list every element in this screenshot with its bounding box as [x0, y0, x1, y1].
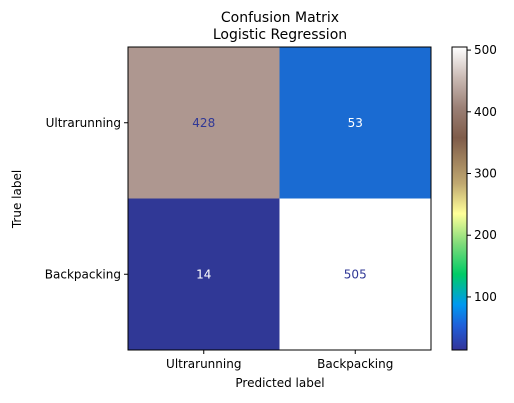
matrix-cell-value: 53: [348, 116, 363, 130]
matrix-cell-value: 14: [196, 267, 211, 281]
matrix-cell: [128, 47, 280, 199]
colorbar-tick-label: 100: [474, 290, 497, 304]
colorbar-tick-label: 300: [474, 167, 497, 181]
matrix-cell: [128, 198, 280, 350]
colorbar-tick-label: 400: [474, 105, 497, 119]
y-tick-label: Ultrarunning: [46, 116, 121, 130]
matrix-cell: [279, 47, 431, 199]
matrix-cell-value: 505: [344, 267, 367, 281]
colorbar-ticks: 100 200 300 400 500: [467, 43, 497, 304]
matrix-frame: [127, 46, 432, 351]
x-tick-label: Backpacking: [317, 357, 393, 371]
matrix-cells: [128, 47, 431, 350]
matrix-cell: [279, 198, 431, 350]
x-axis-label: Predicted label: [235, 376, 324, 390]
chart-title-line-2: Logistic Regression: [213, 27, 347, 43]
y-axis-ticks: Ultrarunning Backpacking: [45, 116, 128, 281]
x-tick-label: Ultrarunning: [166, 357, 241, 371]
colorbar-tick-label: 200: [474, 228, 497, 242]
y-axis-label: True label: [10, 170, 24, 229]
x-axis-ticks: Ultrarunning Backpacking: [166, 350, 393, 371]
chart-title-line-1: Confusion Matrix: [221, 10, 339, 26]
colorbar: [451, 46, 468, 351]
matrix-cell-value: 428: [192, 116, 215, 130]
y-tick-label: Backpacking: [45, 267, 121, 281]
colorbar-tick-label: 500: [474, 43, 497, 57]
matrix-cell-labels: 428 53 14 505: [192, 116, 366, 282]
